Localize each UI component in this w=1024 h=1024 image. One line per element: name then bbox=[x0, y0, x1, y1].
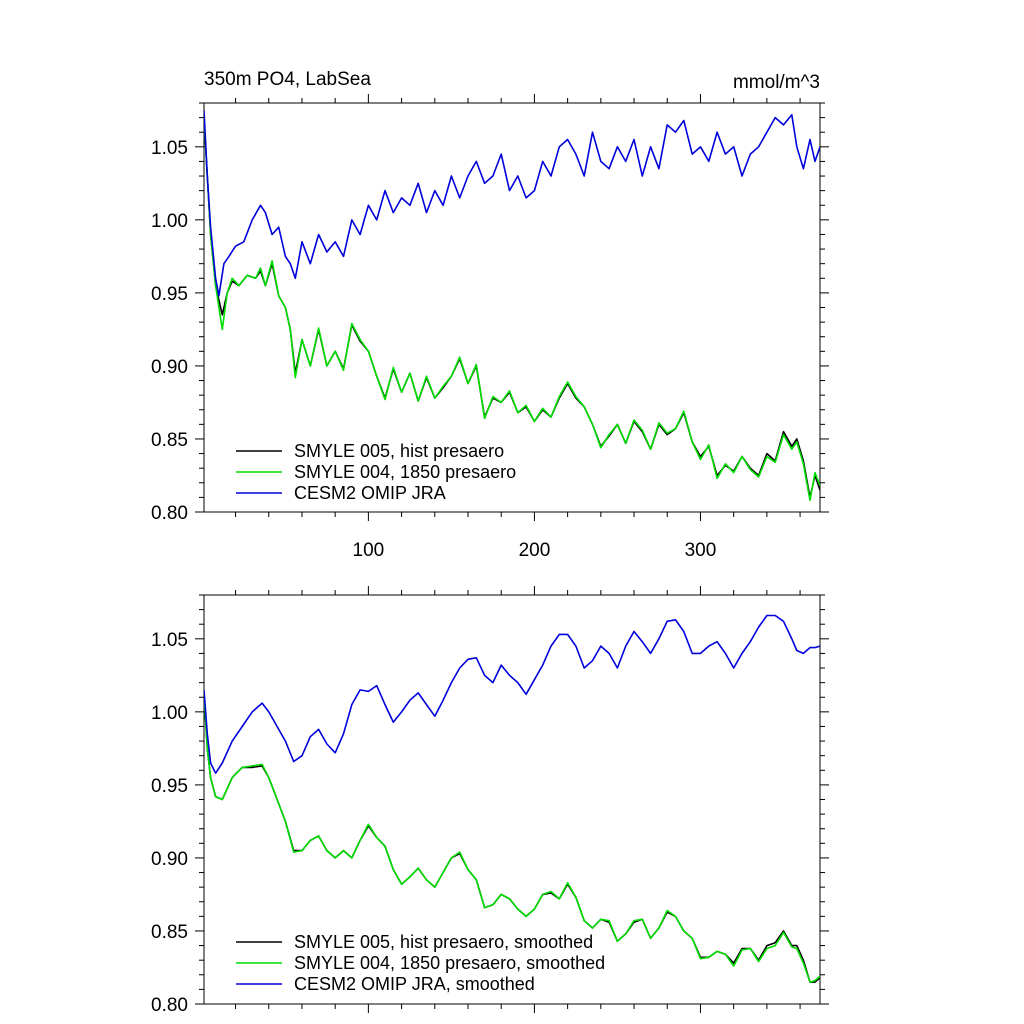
y-tick-label: 1.00 bbox=[151, 211, 188, 232]
series-line-2 bbox=[204, 614, 820, 775]
y-tick-label: 1.00 bbox=[151, 703, 188, 724]
series-lines bbox=[204, 614, 820, 983]
title-right: mmol/m^3 bbox=[733, 72, 820, 93]
title-left: 350m PO4, LabSea bbox=[204, 69, 371, 90]
legend-label: CESM2 OMIP JRA, smoothed bbox=[294, 974, 535, 994]
y-tick-label: 0.90 bbox=[151, 357, 188, 378]
x-tick-label: 300 bbox=[685, 540, 717, 561]
y-tick-label: 0.80 bbox=[151, 995, 188, 1016]
y-tick-label: 0.85 bbox=[151, 922, 188, 943]
x-tick-label: 200 bbox=[519, 540, 551, 561]
series-line-1 bbox=[204, 692, 820, 983]
legend-label: SMYLE 005, hist presaero bbox=[294, 441, 504, 461]
series-lines bbox=[204, 110, 820, 502]
legend-label: SMYLE 004, 1850 presaero, smoothed bbox=[294, 953, 605, 973]
top-panel: 0.80 0.85 0.90 0.95 1.00 1.05 100 200 300 SMYLE 0… bbox=[151, 94, 829, 561]
bottom-panel: 0.80 0.85 0.90 0.95 1.00 1.05 SMYLE 005, hist … bbox=[151, 586, 829, 1016]
y-tick-label: 0.85 bbox=[151, 430, 188, 451]
legend-label: SMYLE 005, hist presaero, smoothed bbox=[294, 932, 593, 952]
legend-label: CESM2 OMIP JRA bbox=[294, 483, 446, 503]
y-tick-label: 0.80 bbox=[151, 503, 188, 524]
y-tick-label: 0.90 bbox=[151, 849, 188, 870]
y-tick-label: 1.05 bbox=[151, 630, 188, 651]
legend-label: SMYLE 004, 1850 presaero bbox=[294, 462, 516, 482]
x-tick-label: 100 bbox=[353, 540, 385, 561]
y-tick-label: 1.05 bbox=[151, 138, 188, 159]
series-line-1 bbox=[204, 117, 820, 502]
y-tick-label: 0.95 bbox=[151, 284, 188, 305]
y-tick-label: 0.95 bbox=[151, 776, 188, 797]
series-line-2 bbox=[204, 110, 820, 297]
